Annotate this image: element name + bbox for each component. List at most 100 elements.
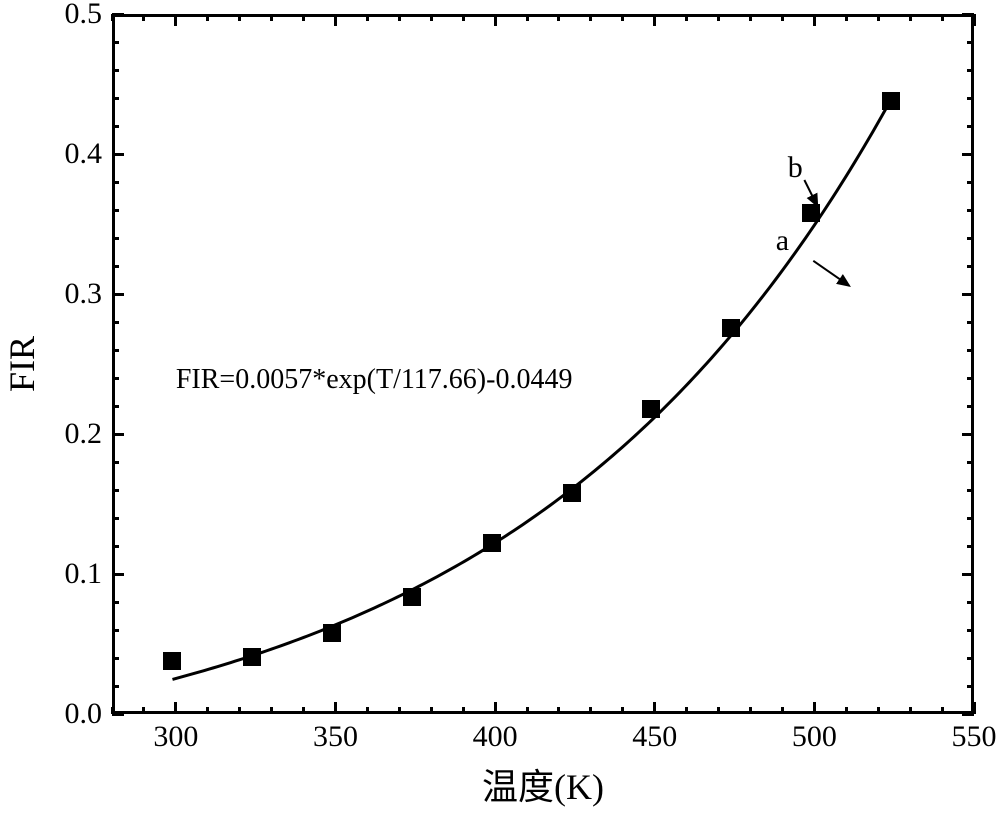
x-tick-major [813,702,816,714]
x-tick-minor [589,14,592,21]
x-tick-minor [845,707,848,714]
y-tick-major [962,713,974,716]
data-point [163,652,181,670]
x-tick-minor [685,707,688,714]
x-tick-major [813,14,816,26]
annotation-b-label: b [788,151,803,185]
y-tick-major [962,433,974,436]
y-tick-minor [967,629,974,632]
y-tick-label: 0.0 [65,697,103,731]
x-tick-minor [142,707,145,714]
x-tick-minor [941,14,944,21]
y-tick-minor [967,97,974,100]
y-tick-label: 0.2 [65,417,103,451]
y-tick-minor [967,461,974,464]
y-tick-minor [967,41,974,44]
y-tick-major [112,13,124,16]
y-tick-minor [967,349,974,352]
y-tick-minor [967,321,974,324]
data-point [483,534,501,552]
y-tick-minor [112,321,119,324]
data-point [882,92,900,110]
x-tick-major [174,14,177,26]
x-tick-minor [430,707,433,714]
y-tick-minor [112,237,119,240]
annotation-arrow [804,180,817,206]
x-tick-minor [717,14,720,21]
y-axis-label: FIR [1,336,43,392]
x-tick-minor [557,14,560,21]
x-tick-label: 350 [313,720,358,754]
x-tick-major [494,702,497,714]
y-tick-minor [112,41,119,44]
data-point [642,400,660,418]
x-tick-minor [685,14,688,21]
x-tick-major [653,14,656,26]
data-point [403,588,421,606]
y-tick-minor [967,517,974,520]
y-tick-minor [112,601,119,604]
x-tick-minor [557,707,560,714]
x-tick-minor [366,14,369,21]
x-tick-minor [749,14,752,21]
annotation-a-label: a [776,224,789,258]
data-point [802,204,820,222]
y-tick-minor [112,125,119,128]
y-tick-minor [112,461,119,464]
x-tick-major [653,702,656,714]
y-tick-minor [112,657,119,660]
y-tick-minor [967,545,974,548]
x-tick-major [334,14,337,26]
x-tick-minor [845,14,848,21]
x-tick-minor [398,14,401,21]
y-tick-major [112,293,124,296]
y-tick-minor [112,685,119,688]
x-tick-minor [206,14,209,21]
y-tick-minor [967,377,974,380]
x-tick-minor [526,14,529,21]
y-tick-minor [112,69,119,72]
y-tick-minor [967,489,974,492]
chart-container: 温度(K) FIR FIR=0.0057*exp(T/117.66)-0.044… [0,0,1000,818]
x-tick-minor [206,707,209,714]
x-tick-minor [749,707,752,714]
x-tick-minor [621,14,624,21]
x-tick-minor [717,707,720,714]
x-tick-minor [270,14,273,21]
y-tick-minor [112,209,119,212]
y-tick-major [962,293,974,296]
x-tick-minor [302,14,305,21]
y-tick-minor [112,377,119,380]
y-tick-minor [967,125,974,128]
x-tick-minor [430,14,433,21]
y-tick-minor [967,237,974,240]
x-tick-minor [781,14,784,21]
y-tick-major [112,713,124,716]
y-tick-label: 0.1 [65,557,103,591]
data-point [722,319,740,337]
x-tick-minor [941,707,944,714]
y-tick-major [112,433,124,436]
y-tick-minor [967,181,974,184]
x-tick-minor [142,14,145,21]
x-tick-minor [238,707,241,714]
x-tick-minor [589,707,592,714]
x-tick-label: 400 [473,720,518,754]
formula-annotation: FIR=0.0057*exp(T/117.66)-0.0449 [176,364,573,396]
x-tick-minor [270,707,273,714]
y-tick-minor [112,405,119,408]
y-tick-minor [112,349,119,352]
y-tick-minor [112,97,119,100]
y-tick-minor [112,517,119,520]
x-tick-minor [302,707,305,714]
x-tick-label: 300 [153,720,198,754]
y-tick-minor [967,209,974,212]
x-tick-major [334,702,337,714]
x-tick-major [174,702,177,714]
y-tick-label: 0.3 [65,277,103,311]
y-tick-minor [112,265,119,268]
y-tick-minor [967,405,974,408]
x-tick-label: 550 [952,720,997,754]
y-tick-major [962,13,974,16]
y-tick-major [112,573,124,576]
